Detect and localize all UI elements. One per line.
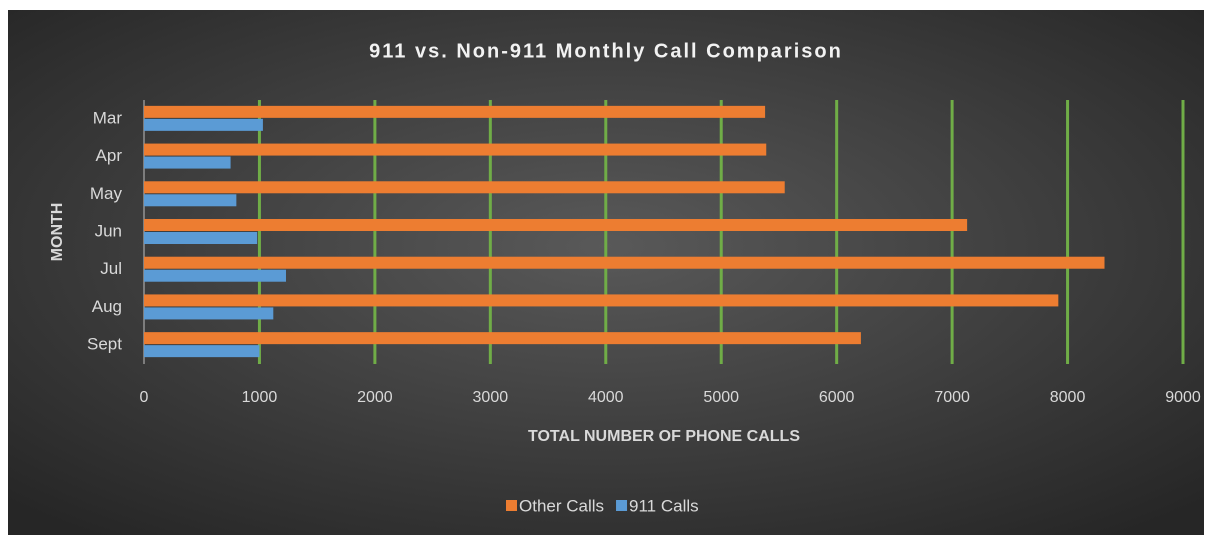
bar (144, 294, 1059, 307)
x-tick-label: 7000 (934, 389, 970, 406)
bar (144, 256, 1105, 269)
bar (144, 156, 231, 169)
bar (144, 194, 237, 207)
bar (144, 118, 263, 131)
x-tick-label: 5000 (703, 389, 739, 406)
bar (144, 105, 766, 118)
x-tick-label: 9000 (1165, 389, 1201, 406)
x-tick-label: 3000 (473, 389, 509, 406)
bar (144, 345, 260, 358)
bar (144, 143, 767, 156)
y-tick-label: Jun (95, 221, 122, 240)
y-tick-label: Jul (100, 259, 122, 278)
x-tick-label: 6000 (819, 389, 855, 406)
bar (144, 307, 274, 320)
x-tick-label: 4000 (588, 389, 624, 406)
legend-swatch (506, 500, 517, 511)
x-axis-title: TOTAL NUMBER OF PHONE CALLS (528, 428, 800, 445)
x-tick-label: 2000 (357, 389, 393, 406)
y-tick-label: Sept (87, 335, 122, 354)
bar (144, 332, 861, 345)
bar (144, 219, 968, 231)
y-tick-label: May (90, 184, 123, 203)
y-axis-title: MONTH (49, 203, 66, 262)
chart-title: 911 vs. Non-911 Monthly Call Comparison (369, 40, 843, 62)
legend-label: 911 Calls (629, 496, 699, 515)
y-tick-label: Apr (96, 146, 123, 165)
bar (144, 232, 258, 244)
legend-swatch (616, 500, 628, 511)
x-tick-label: 0 (140, 389, 149, 406)
y-tick-label: Mar (93, 108, 123, 127)
x-tick-label: 8000 (1050, 389, 1086, 406)
x-tick-label: 1000 (242, 389, 278, 406)
bar (144, 181, 785, 194)
bar (144, 269, 286, 282)
legend-label: Other Calls (519, 496, 604, 515)
y-tick-label: Aug (92, 297, 122, 316)
